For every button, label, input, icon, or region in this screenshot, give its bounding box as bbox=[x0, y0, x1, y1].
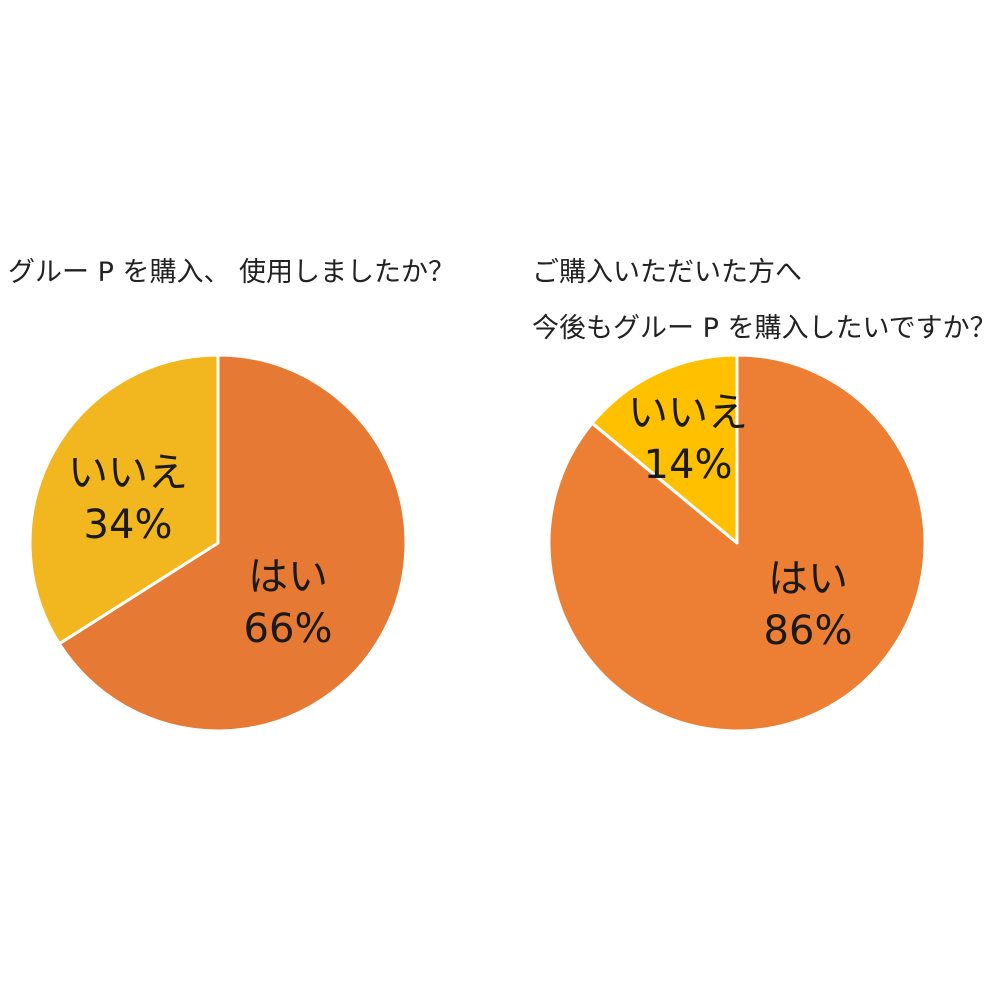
pie-2-label-yes: はい bbox=[768, 556, 848, 602]
pie-1-value-no: 34% bbox=[84, 502, 173, 548]
pie-2-slice-no bbox=[590, 353, 739, 545]
pie-2-value-yes: 86% bbox=[764, 608, 853, 654]
chart-2-title-line-2: 今後もグルー P を購入したいですか？ bbox=[532, 313, 997, 344]
pie-2-value-no: 14% bbox=[644, 442, 733, 488]
chart-2-title-line-1: ご購入いただいた方へ bbox=[532, 257, 802, 288]
pie-2-label-no: いいえ bbox=[628, 390, 748, 436]
chart-1-title: グルー P を購入、 使用しましたか？ bbox=[8, 257, 456, 288]
pie-1-label-no: いいえ bbox=[68, 450, 188, 496]
pie-1-slice-no bbox=[28, 353, 220, 646]
pie-1-slice-yes bbox=[57, 353, 408, 733]
pie-1-label-yes: はい bbox=[248, 554, 328, 600]
pie-1-value-yes: 66% bbox=[244, 606, 333, 652]
